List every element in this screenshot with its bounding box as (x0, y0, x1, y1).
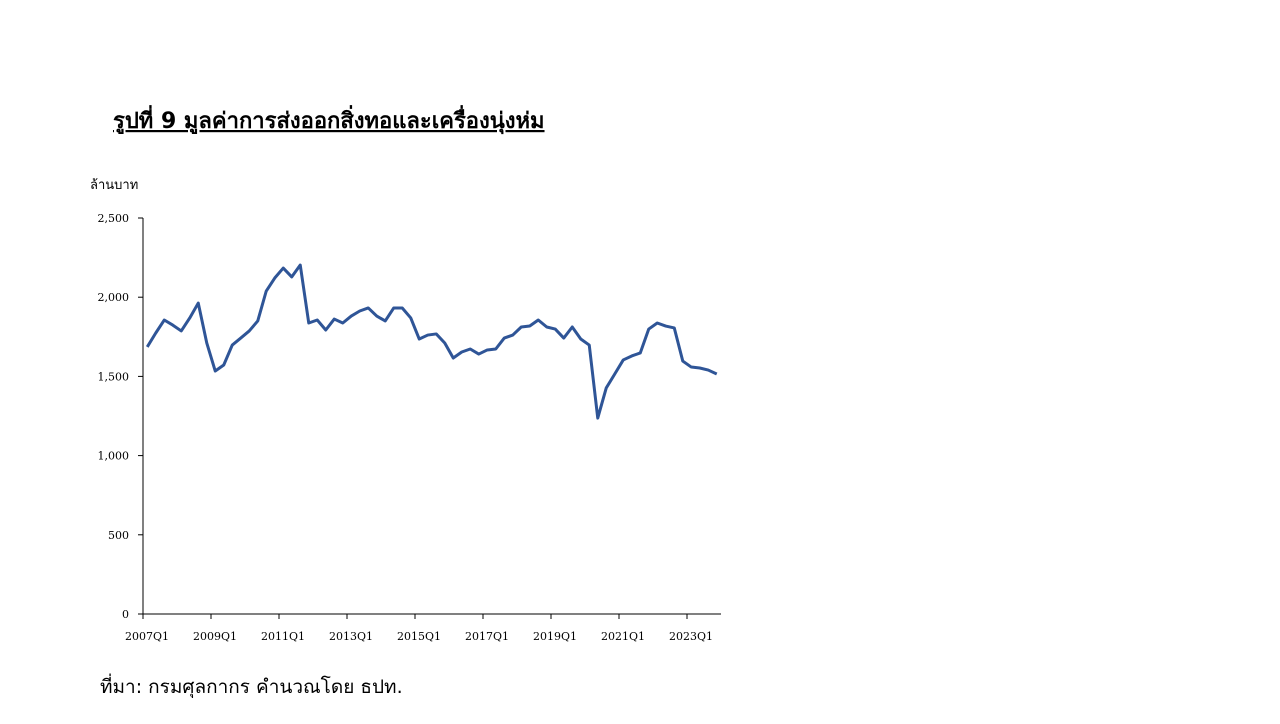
y-tick-label: 1,500 (98, 370, 130, 383)
source-note: ที่มา: กรมศุลกากร คำนวณโดย ธปท. (100, 673, 403, 699)
y-tick-label: 2,000 (98, 291, 130, 304)
x-tick-label: 2019Q1 (533, 630, 577, 643)
x-tick-label: 2009Q1 (193, 630, 237, 643)
x-tick-label: 2007Q1 (125, 630, 169, 643)
chart-title: รูปที่ 9 มูลค่าการส่งออกสิ่งทอและเครื่อง… (113, 104, 545, 135)
x-tick-label: 2023Q1 (669, 630, 713, 643)
y-axis-label: ล้านบาท (90, 178, 138, 193)
x-tick-label: 2021Q1 (601, 630, 645, 643)
x-tick-label: 2011Q1 (261, 630, 305, 643)
data-line (145, 263, 718, 420)
x-tick-label: 2013Q1 (329, 630, 373, 643)
x-tick-label: 2017Q1 (465, 630, 509, 643)
y-tick-label: 1,000 (98, 450, 130, 463)
y-tick-label: 2,500 (98, 212, 130, 225)
y-tick-label: 500 (108, 529, 129, 542)
x-tick-label: 2015Q1 (397, 630, 441, 643)
y-tick-label: 0 (122, 608, 129, 621)
